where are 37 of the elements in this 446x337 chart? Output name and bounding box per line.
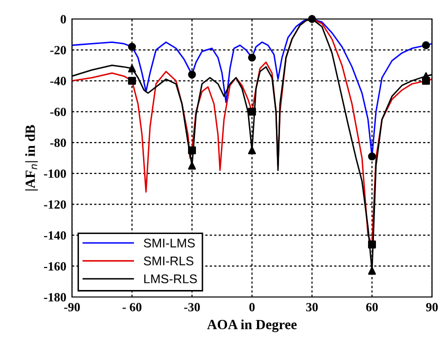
point [368,152,376,160]
y-tick-label: -180 [44,293,66,302]
y-tick-label: -160 [44,262,66,271]
point [248,54,256,62]
legend-label: LMS-RLS [144,274,197,284]
point [128,76,136,85]
point [128,64,136,72]
x-tick-label: -90 [64,302,80,312]
y-tick-label: -120 [44,200,66,209]
point [128,42,136,51]
point [422,41,430,50]
y-tick-label: -20 [50,46,66,54]
point [248,146,256,154]
y-tick-label: -40 [50,76,66,86]
point [368,240,376,248]
y-tick-label: -100 [44,169,66,178]
x-tick-label: 90 [426,302,438,312]
x-tick-label: - 60 [122,302,142,312]
x-axis-title: AOA in Degree [207,319,297,332]
y-tick-label: -140 [44,231,66,240]
point [368,266,376,275]
point [188,146,196,154]
x-tick-label: -30 [184,302,200,312]
point [188,162,196,170]
point [248,108,256,116]
point [308,15,316,23]
x-tick-label: 0 [249,302,255,312]
x-tick-label: 30 [306,302,318,312]
y-tick-label: -60 [50,108,66,116]
y-tick-label: -80 [50,138,66,148]
y-axis-title: |AF$_{n}$| in dB [25,125,38,190]
y-tick-label: 0 [60,15,66,24]
point [422,72,430,80]
point [188,70,196,79]
x-tick-label: 60 [366,302,378,312]
legend-label: SMI-LMS [144,238,195,248]
legend-label: SMI-RLS [144,256,194,266]
